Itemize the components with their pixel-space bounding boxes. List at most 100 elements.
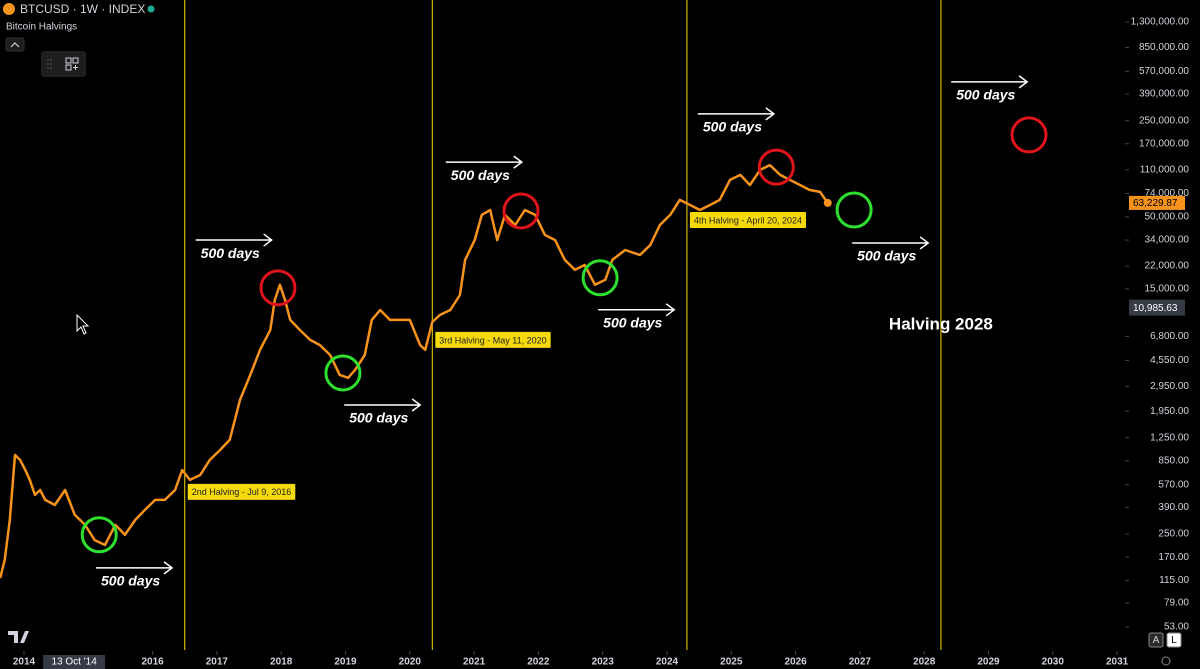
- y-tick-label: 53.00: [1164, 621, 1189, 632]
- annotation-arrow: [852, 236, 930, 250]
- y-tick-label: 170,000.00: [1139, 138, 1189, 149]
- settings-icon[interactable]: [1161, 656, 1171, 666]
- x-tick-label: 2019: [334, 657, 357, 668]
- annotation-text: 500 days: [451, 167, 510, 183]
- x-tick-label: 2014: [13, 657, 36, 668]
- halving-label: 3rd Halving - May 11, 2020: [439, 335, 546, 345]
- marker-circle: [835, 191, 873, 229]
- annotation-arrow: [951, 75, 1029, 89]
- annotation-arrow: [697, 107, 776, 121]
- marker-circle: [581, 259, 619, 297]
- y-tick-label: 50,000.00: [1145, 212, 1190, 223]
- x-tick-label: 2027: [849, 657, 872, 668]
- crosshair-date-box: [43, 655, 106, 669]
- annotation-arrow: [96, 561, 174, 575]
- y-tick-label: 74,000.00: [1145, 188, 1190, 199]
- annotation-text: 500 days: [956, 87, 1015, 103]
- scale-button-label: L: [1171, 635, 1177, 646]
- halving-label: 2nd Halving - Jul 9, 2016: [192, 487, 292, 497]
- annotation-arrow: [344, 398, 422, 412]
- crosshair-price-box: [1129, 299, 1185, 316]
- y-tick-label: 1,950.00: [1150, 406, 1189, 417]
- halving-label: 4th Halving - April 20, 2024: [694, 215, 802, 225]
- y-tick-label: 4,550.00: [1150, 355, 1189, 366]
- drag-handle: [47, 59, 52, 69]
- chart-title: BTCUSD · 1W · INDEX: [20, 2, 145, 16]
- halving-label: Halving 2028: [889, 315, 993, 334]
- annotation-text: 500 days: [703, 119, 762, 135]
- x-tick-label: 2026: [784, 657, 807, 668]
- x-tick-label: 2025: [720, 657, 743, 668]
- marker-circle: [502, 192, 540, 230]
- annotation-arrow: [195, 233, 273, 247]
- last-point: [823, 198, 832, 207]
- price-line: [0, 163, 829, 579]
- collapse-icon: [10, 42, 20, 48]
- x-tick-label: 2016: [141, 657, 164, 668]
- symbol-icon: [3, 3, 15, 15]
- y-tick-label: 1,250.00: [1150, 432, 1189, 443]
- y-tick-label: 2,950.00: [1150, 381, 1189, 392]
- y-tick-label: 22,000.00: [1145, 261, 1190, 272]
- mouse-cursor: [76, 313, 90, 335]
- toolbar-icon[interactable]: [72, 57, 79, 64]
- last-price-box: [1129, 195, 1185, 210]
- crosshair-date-label: 13 Oct '14: [51, 657, 97, 668]
- scale-button[interactable]: [1166, 632, 1182, 648]
- x-tick-label: 2022: [527, 657, 550, 668]
- y-tick-label: 250.00: [1158, 529, 1189, 540]
- status-dot: [147, 5, 155, 13]
- halving-label-box: [689, 212, 806, 229]
- crosshair-price-label: 10,985.63: [1133, 303, 1178, 314]
- scale-button-label: A: [1153, 635, 1160, 646]
- y-tick-label: 34,000.00: [1145, 235, 1190, 246]
- x-tick-label: 2023: [592, 657, 615, 668]
- toolbar-icon[interactable]: [65, 57, 72, 64]
- x-tick-label: 2028: [913, 657, 936, 668]
- annotation-text: 500 days: [857, 248, 916, 264]
- y-tick-label: 390.00: [1158, 502, 1189, 513]
- halving-label-box: [187, 483, 296, 500]
- x-tick-label: 2020: [399, 657, 422, 668]
- toolbar-icon: [73, 65, 78, 70]
- toolbar-icon[interactable]: [65, 64, 72, 71]
- y-tick-label: 250,000.00: [1139, 115, 1189, 126]
- y-tick-label: 1,300,000.00: [1131, 17, 1190, 28]
- scale-button[interactable]: [1148, 632, 1164, 648]
- y-tick-label: 390,000.00: [1139, 89, 1189, 100]
- marker-circle: [324, 354, 362, 392]
- x-tick-label: 2031: [1106, 657, 1129, 668]
- y-tick-label: 170.00: [1158, 552, 1189, 563]
- annotation-text: 500 days: [101, 573, 160, 589]
- collapse-button[interactable]: [5, 37, 25, 52]
- annotation-text: 500 days: [349, 410, 408, 426]
- annotation-text: 500 days: [603, 315, 662, 331]
- y-tick-label: 79.00: [1164, 598, 1189, 609]
- y-tick-label: 570,000.00: [1139, 66, 1189, 77]
- last-price-label: 63,229.87: [1133, 198, 1178, 209]
- marker-circle: [80, 516, 118, 554]
- x-tick-label: 2017: [206, 657, 229, 668]
- marker-circle: [757, 148, 795, 186]
- annotation-arrow: [445, 155, 524, 169]
- y-tick-label: 850.00: [1158, 455, 1189, 466]
- x-tick-label: 2029: [977, 657, 1000, 668]
- chart-subtitle: Bitcoin Halvings: [6, 22, 77, 33]
- y-tick-label: 570.00: [1158, 479, 1189, 490]
- halving-label-box: [435, 331, 551, 348]
- x-tick-label: 2018: [270, 657, 293, 668]
- y-tick-label: 115.00: [1159, 575, 1189, 586]
- tradingview-logo: [8, 631, 29, 643]
- x-tick-label: 2021: [463, 657, 486, 668]
- y-tick-label: 110,000.00: [1140, 164, 1190, 175]
- x-tick-label: 2024: [656, 657, 679, 668]
- y-tick-label: 6,800.00: [1150, 331, 1189, 342]
- annotation-text: 500 days: [201, 245, 260, 261]
- x-tick-label: 2030: [1042, 657, 1065, 668]
- marker-circle: [1010, 116, 1048, 154]
- annotation-arrow: [598, 303, 676, 317]
- marker-circle: [259, 269, 297, 307]
